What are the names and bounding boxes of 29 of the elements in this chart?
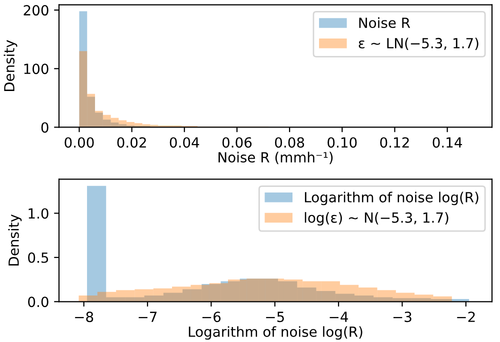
x-tick-label: 0.10 <box>328 137 357 148</box>
x-tick-label: −4 <box>330 312 348 322</box>
x-tick-label: 0.14 <box>432 137 462 148</box>
x-tick-label: −5 <box>266 312 284 322</box>
legend-label: log(ε) ~ N(−5.3, 1.7) <box>304 212 448 226</box>
y-tick-label: 0 <box>41 122 48 133</box>
x-tick-label: 0.06 <box>222 137 252 148</box>
legend-label: Noise R <box>359 17 410 28</box>
y-tick-label: 100 <box>24 64 48 74</box>
y-axis-title: Density <box>4 40 18 92</box>
y-tick-label: 1.0 <box>28 208 48 219</box>
x-tick-label: 0.12 <box>380 137 409 148</box>
x-tick-label: −7 <box>138 312 157 322</box>
y-tick-label: 0.0 <box>28 296 48 308</box>
y-tick-label: 200 <box>24 5 48 16</box>
legend-label: ε ~ LN(−5.3, 1.7) <box>358 38 478 50</box>
x-tick-label: −2 <box>457 312 475 322</box>
y-tick-label: 0.5 <box>28 252 48 263</box>
x-tick-label: 0.08 <box>275 137 304 148</box>
legend-label: Logarithm of noise log(R) <box>304 192 478 206</box>
x-tick-label: 0.04 <box>170 137 200 148</box>
x-tick-label: −6 <box>202 312 221 322</box>
x-tick-label: 0.00 <box>64 137 94 148</box>
x-tick-label: 0.02 <box>117 137 146 148</box>
x-axis-title: Noise R (mmh⁻¹) <box>218 152 333 164</box>
x-tick-label: −3 <box>393 312 412 322</box>
x-axis-title: Logarithm of noise log(R) <box>188 326 362 340</box>
x-tick-label: −8 <box>75 312 94 322</box>
y-axis-title: Density <box>8 214 22 266</box>
